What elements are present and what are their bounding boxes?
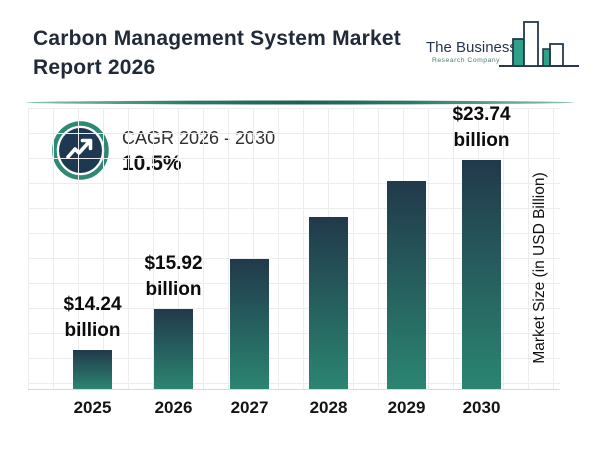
x-tick-label-2029: 2029 [387, 398, 426, 417]
logo-subname: Research Company [431, 57, 501, 64]
bar-value-label-2026: $15.92 billion [144, 253, 203, 300]
bar-2028 [309, 217, 348, 389]
chart-plot-area: 2025 $14.24 billion 2026 $15.92 billion 2027 20… [28, 104, 560, 417]
bar-2027 [230, 259, 269, 389]
page-title: Carbon Management System Market Report 2… [33, 24, 403, 82]
x-tick-label-2030: 2030 [462, 398, 501, 417]
bar-2029 [387, 181, 426, 389]
x-tick-label-2028: 2028 [309, 398, 348, 417]
page-title-line2: Report 2026 [33, 56, 156, 79]
bar-2030 [462, 160, 501, 389]
bar-value-label-2025: $14.24 billion [63, 294, 122, 341]
bar-2026 [154, 309, 193, 389]
company-logo: The Business Research Company [426, 17, 582, 73]
y-axis-label: Market Size (in USD Billion) [531, 172, 548, 364]
x-tick-label-2026: 2026 [154, 398, 193, 417]
logo-bars-icon [498, 19, 580, 76]
x-tick-label-2027: 2027 [230, 398, 269, 417]
x-tick-label-2025: 2025 [73, 398, 112, 417]
logo-text: The Business Research Company [426, 39, 517, 64]
bar-2025 [73, 350, 112, 389]
header-divider [25, 92, 575, 105]
logo-name: The Business [426, 39, 517, 56]
page-title-line1: Carbon Management System Market [33, 27, 401, 50]
bar-value-label-2030: $23.74 billion [452, 104, 511, 151]
